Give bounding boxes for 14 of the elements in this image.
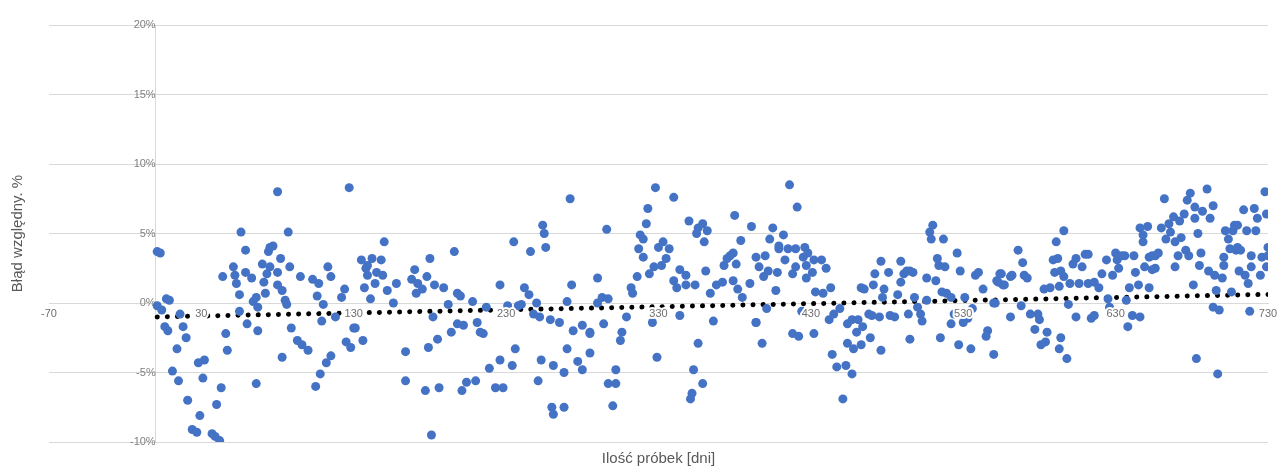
y-axis-title: Błąd względny. % (8, 174, 26, 293)
x-tick-label: -70 (41, 306, 57, 319)
y-tick-label: 20% (133, 18, 156, 31)
y-tick-label: 15% (133, 87, 156, 100)
x-tick-label: 330 (649, 306, 668, 319)
x-tick-label: 230 (496, 306, 516, 319)
x-tick-label: 30 (195, 306, 208, 319)
x-tick-label: 730 (1258, 306, 1278, 319)
y-tick-label: -10% (129, 435, 156, 448)
x-axis-title: Ilość próbek [dni] (601, 449, 716, 467)
y-tick-label: -5% (136, 365, 156, 378)
y-tick-label: 10% (133, 157, 156, 170)
y-tick-label: 5% (139, 226, 156, 239)
x-tick-label: 630 (1106, 306, 1125, 319)
